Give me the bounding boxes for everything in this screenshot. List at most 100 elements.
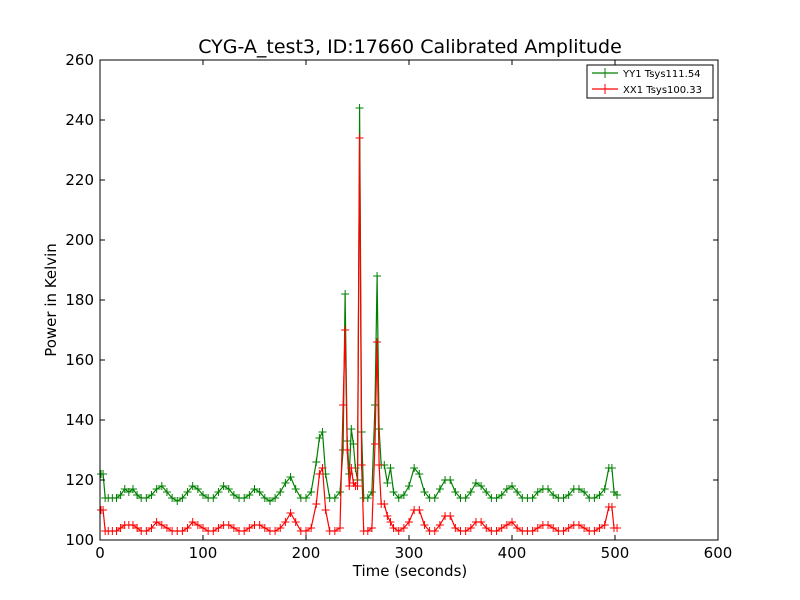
data-point-xx1 bbox=[291, 518, 300, 526]
data-point-yy1 bbox=[124, 488, 133, 496]
y-tick-label: 180 bbox=[65, 291, 94, 309]
data-point-yy1 bbox=[229, 491, 238, 499]
data-point-xx1 bbox=[353, 482, 362, 490]
data-point-yy1 bbox=[451, 488, 460, 496]
y-axis-label: Power in Kelvin bbox=[42, 243, 60, 357]
data-point-yy1 bbox=[168, 494, 177, 502]
legend-label-yy1: YY1 Tsys111.54 bbox=[622, 69, 701, 80]
data-point-yy1 bbox=[209, 494, 218, 502]
data-point-yy1 bbox=[389, 488, 398, 496]
data-point-xx1 bbox=[380, 500, 389, 508]
data-point-yy1 bbox=[260, 494, 269, 502]
data-point-xx1 bbox=[580, 524, 589, 532]
data-point-yy1 bbox=[367, 488, 376, 496]
data-point-xx1 bbox=[446, 512, 455, 520]
data-point-xx1 bbox=[335, 524, 344, 532]
data-point-xx1 bbox=[492, 527, 501, 535]
data-point-xx1 bbox=[435, 521, 444, 529]
data-point-yy1 bbox=[335, 488, 344, 496]
legend: YY1 Tsys111.54 XX1 Tsys100.33 bbox=[586, 64, 714, 99]
data-point-xx1 bbox=[147, 524, 156, 532]
data-point-xx1 bbox=[312, 500, 321, 508]
data-point-yy1 bbox=[178, 494, 187, 502]
data-point-yy1 bbox=[199, 491, 207, 499]
y-tick-label: 220 bbox=[65, 171, 94, 189]
y-tick-label: 140 bbox=[65, 411, 94, 429]
data-point-yy1 bbox=[528, 494, 537, 502]
data-point-xx1 bbox=[339, 401, 348, 409]
data-point-xx1 bbox=[214, 524, 223, 532]
legend-label-xx1: XX1 Tsys100.33 bbox=[623, 85, 702, 96]
data-point-xx1 bbox=[386, 518, 395, 526]
data-point-xx1 bbox=[600, 521, 609, 529]
data-point-yy1 bbox=[590, 494, 599, 502]
data-point-yy1 bbox=[347, 425, 356, 433]
data-point-yy1 bbox=[595, 491, 604, 499]
data-point-xx1 bbox=[477, 518, 486, 526]
data-point-xx1 bbox=[559, 527, 568, 535]
data-point-yy1 bbox=[508, 482, 516, 490]
data-point-yy1 bbox=[312, 458, 321, 466]
data-point-yy1 bbox=[214, 488, 223, 496]
data-point-yy1 bbox=[188, 482, 197, 490]
data-point-yy1 bbox=[363, 494, 372, 502]
x-tick-label: 200 bbox=[292, 544, 321, 562]
data-point-yy1 bbox=[477, 482, 486, 490]
data-point-yy1 bbox=[315, 434, 324, 442]
data-point-yy1 bbox=[219, 482, 228, 490]
data-point-yy1 bbox=[265, 497, 274, 505]
data-point-yy1 bbox=[162, 488, 171, 496]
data-point-xx1 bbox=[343, 446, 352, 454]
data-point-yy1 bbox=[471, 479, 480, 487]
x-tick-label: 0 bbox=[95, 544, 105, 562]
data-point-yy1 bbox=[435, 485, 444, 493]
data-point-xx1 bbox=[347, 464, 356, 472]
data-point-yy1 bbox=[307, 488, 316, 496]
data-point-xx1 bbox=[420, 521, 429, 529]
legend-box bbox=[586, 64, 714, 99]
data-point-yy1 bbox=[410, 464, 419, 472]
data-point-xx1 bbox=[162, 524, 171, 532]
data-point-xx1 bbox=[451, 524, 460, 532]
data-point-xx1 bbox=[405, 518, 413, 526]
data-point-xx1 bbox=[461, 527, 470, 535]
x-tick-label: 100 bbox=[189, 544, 218, 562]
data-point-xx1 bbox=[281, 518, 290, 526]
data-point-xx1 bbox=[302, 527, 310, 535]
data-point-yy1 bbox=[430, 494, 439, 502]
data-point-xx1 bbox=[271, 527, 280, 535]
legend-marker-yy1 bbox=[600, 68, 610, 78]
y-tick-label: 200 bbox=[65, 231, 94, 249]
y-tick-label: 260 bbox=[65, 51, 94, 69]
data-point-yy1 bbox=[446, 476, 455, 484]
data-point-yy1 bbox=[271, 494, 280, 502]
data-point-yy1 bbox=[559, 494, 568, 502]
data-point-yy1 bbox=[157, 482, 166, 490]
x-tick-label: 500 bbox=[601, 544, 630, 562]
data-point-xx1 bbox=[367, 524, 376, 532]
data-point-yy1 bbox=[341, 290, 350, 298]
plot-area: 0 100 200 300 400 500 600100120140160180200220… bbox=[65, 51, 732, 562]
data-point-yy1 bbox=[318, 428, 327, 436]
data-point-xx1 bbox=[383, 512, 392, 520]
chart-title: CYG-A_test3, ID:17660 Calibrated Amplitu… bbox=[198, 36, 622, 58]
data-point-yy1 bbox=[544, 485, 553, 493]
data-point-xx1 bbox=[318, 464, 327, 472]
data-point-yy1 bbox=[533, 488, 542, 496]
data-point-yy1 bbox=[607, 464, 616, 472]
data-point-xx1 bbox=[260, 524, 269, 532]
data-point-xx1 bbox=[116, 524, 125, 532]
data-point-yy1 bbox=[133, 491, 142, 499]
data-point-xx1 bbox=[549, 524, 558, 532]
data-point-yy1 bbox=[513, 488, 522, 496]
y-tick-label: 160 bbox=[65, 351, 94, 369]
data-point-yy1 bbox=[302, 494, 310, 502]
data-point-yy1 bbox=[147, 491, 156, 499]
series-layer bbox=[97, 104, 622, 535]
data-point-xx1 bbox=[142, 527, 151, 535]
data-point-yy1 bbox=[580, 488, 589, 496]
data-point-yy1 bbox=[193, 485, 202, 493]
data-point-xx1 bbox=[371, 440, 380, 448]
data-point-xx1 bbox=[375, 461, 384, 469]
data-point-xx1 bbox=[315, 470, 324, 478]
